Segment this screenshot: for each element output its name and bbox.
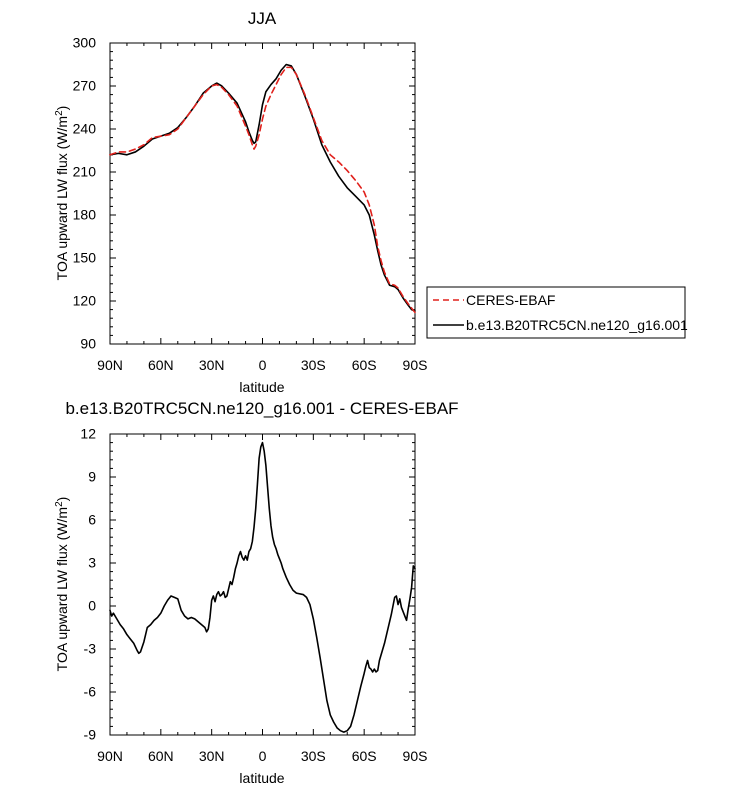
panel-top-x-axis-label: latitude bbox=[239, 379, 284, 395]
panel-top-y-axis-label: TOA upward LW flux (W/m2) bbox=[54, 106, 70, 281]
panel-top-plot-frame bbox=[109, 42, 416, 345]
panel-top-series-line-model bbox=[109, 63, 416, 312]
panel-bottom-series bbox=[109, 441, 416, 733]
x-tick-label: 0 bbox=[259, 748, 267, 764]
x-tick-label: 30N bbox=[199, 357, 225, 373]
y-axis-label-superscript: 2 bbox=[54, 110, 65, 116]
y-tick-label: -6 bbox=[84, 684, 97, 700]
x-tick-label: 90S bbox=[403, 357, 428, 373]
panel-bottom-y-tick-labels: -9 -6 -3 0 3 6 9 12 bbox=[80, 426, 96, 743]
y-axis-label-main: TOA upward LW flux (W/m bbox=[54, 116, 70, 280]
x-tick-label: 30S bbox=[301, 357, 326, 373]
y-tick-label: 9 bbox=[88, 469, 96, 485]
panel-bottom: b.e13.B20TRC5CN.ne120_g16.001 - CERES-EB… bbox=[54, 399, 459, 786]
y-tick-label: 300 bbox=[73, 35, 97, 51]
y-tick-label: 90 bbox=[80, 336, 96, 352]
panel-top-series bbox=[109, 63, 416, 314]
x-tick-label: 60S bbox=[352, 357, 377, 373]
y-tick-label: 150 bbox=[73, 250, 97, 266]
panel-bottom-x-tick-labels: 90N 60N 30N 0 30S 60S 90S bbox=[97, 748, 427, 764]
legend: CERES-EBAF b.e13.B20TRC5CN.ne120_g16.001 bbox=[426, 286, 688, 339]
panel-top: JJA 90N 60N 30N 0 30S 60S 90S 90 120 150… bbox=[54, 9, 688, 395]
x-tick-label: 30S bbox=[301, 748, 326, 764]
x-tick-label: 90S bbox=[403, 748, 428, 764]
panel-bottom-x-axis-label: latitude bbox=[239, 770, 284, 786]
y-axis-label-close: ) bbox=[54, 106, 70, 111]
x-tick-label: 60S bbox=[352, 748, 377, 764]
x-tick-label: 90N bbox=[97, 748, 123, 764]
panel-top-x-tick-labels: 90N 60N 30N 0 30S 60S 90S bbox=[97, 357, 427, 373]
y-tick-label: -9 bbox=[84, 727, 97, 743]
y-axis-label-close: ) bbox=[54, 497, 70, 502]
y-tick-label: 240 bbox=[73, 121, 97, 137]
legend-label-model: b.e13.B20TRC5CN.ne120_g16.001 bbox=[466, 317, 688, 333]
panel-bottom-y-axis-label: TOA upward LW flux (W/m2) bbox=[54, 497, 70, 672]
y-tick-label: 12 bbox=[80, 426, 96, 442]
y-tick-label: -3 bbox=[84, 641, 97, 657]
y-axis-label-main: TOA upward LW flux (W/m bbox=[54, 507, 70, 671]
y-axis-label-superscript: 2 bbox=[54, 501, 65, 507]
x-tick-label: 60N bbox=[148, 748, 174, 764]
panel-top-title: JJA bbox=[248, 9, 277, 28]
panel-bottom-plot-frame bbox=[109, 433, 416, 736]
y-tick-label: 120 bbox=[73, 293, 97, 309]
panel-top-y-tick-labels: 90 120 150 180 210 240 270 300 bbox=[73, 35, 97, 352]
x-tick-label: 60N bbox=[148, 357, 174, 373]
y-tick-label: 3 bbox=[88, 555, 96, 571]
x-tick-label: 0 bbox=[259, 357, 267, 373]
y-tick-label: 0 bbox=[88, 598, 96, 614]
panel-bottom-series-line-difference bbox=[109, 441, 416, 733]
legend-box bbox=[426, 286, 686, 339]
y-tick-label: 210 bbox=[73, 164, 97, 180]
y-tick-label: 270 bbox=[73, 78, 97, 94]
x-tick-label: 30N bbox=[199, 748, 225, 764]
y-tick-label: 180 bbox=[73, 207, 97, 223]
panel-bottom-title: b.e13.B20TRC5CN.ne120_g16.001 - CERES-EB… bbox=[65, 399, 458, 418]
x-tick-label: 90N bbox=[97, 357, 123, 373]
legend-label-ceres: CERES-EBAF bbox=[466, 292, 555, 308]
panel-bottom-axes bbox=[109, 433, 416, 736]
panel-top-axes bbox=[109, 42, 416, 345]
y-tick-label: 6 bbox=[88, 512, 96, 528]
